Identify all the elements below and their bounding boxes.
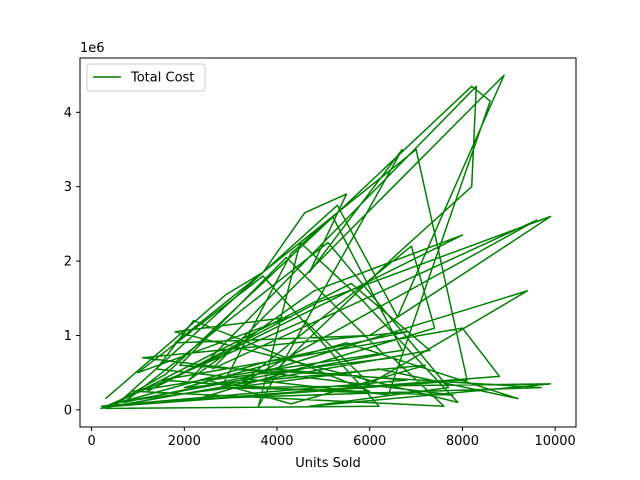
legend-box xyxy=(86,63,206,92)
x-tick-label: 0 xyxy=(87,434,95,449)
y-tick-label: 2 xyxy=(64,255,72,270)
series-line-0 xyxy=(100,74,552,410)
x-tick-label: 4000 xyxy=(260,434,293,449)
y-tick-label: 4 xyxy=(64,106,72,121)
y-tick-label: 3 xyxy=(64,180,72,195)
x-axis-label: Units Sold xyxy=(295,456,360,471)
legend-label-total-cost: Total Cost xyxy=(130,71,194,86)
legend: Total Cost xyxy=(86,63,206,92)
plot-frame xyxy=(79,57,577,428)
x-tick-label: 2000 xyxy=(168,434,201,449)
x-tick-label: 10000 xyxy=(534,434,575,449)
x-axis-ticks: 0 2000 4000 6000 8000 10000 xyxy=(87,427,576,449)
y-offset-label: 1e6 xyxy=(80,41,105,56)
y-axis-ticks: 0 1 2 3 4 xyxy=(64,106,80,418)
x-tick-label: 6000 xyxy=(353,434,386,449)
y-tick-label: 0 xyxy=(64,403,72,418)
y-tick-label: 1 xyxy=(64,329,72,344)
x-tick-label: 8000 xyxy=(446,434,479,449)
series-layer xyxy=(100,74,552,410)
